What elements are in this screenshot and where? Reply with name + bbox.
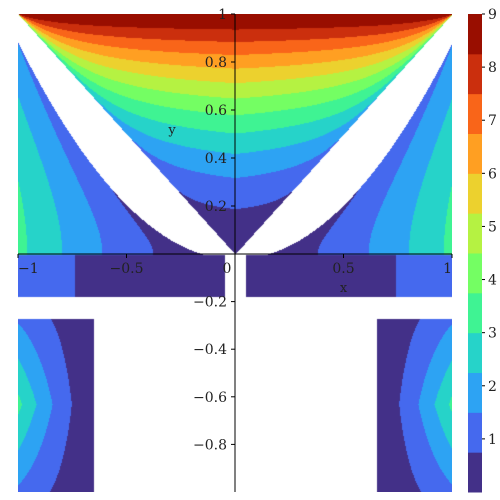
x-tick-label: 1 bbox=[443, 261, 452, 277]
colorbar-tick-label: 2 bbox=[488, 379, 497, 395]
colorbar-band bbox=[468, 452, 482, 493]
y-tick-label: 0.8 bbox=[205, 55, 227, 71]
x-axis-title: x bbox=[340, 281, 348, 296]
colorbar-band bbox=[468, 133, 482, 174]
colorbar-band bbox=[468, 213, 482, 254]
colorbar-tick-label: 7 bbox=[488, 113, 497, 129]
colorbar-band bbox=[468, 292, 482, 334]
colorbar-band bbox=[468, 14, 482, 55]
x-tick-label: −1 bbox=[18, 261, 39, 277]
colorbar-band bbox=[468, 53, 482, 95]
colorbar-band bbox=[468, 372, 482, 413]
x-tick-label: 0.5 bbox=[332, 261, 354, 277]
colorbar-tick-label: 8 bbox=[488, 60, 497, 76]
y-axis-title: y bbox=[167, 123, 176, 138]
colorbar-tick-label: 5 bbox=[488, 219, 497, 235]
colorbar-band bbox=[468, 253, 482, 294]
x-tick-label: 0 bbox=[223, 261, 232, 277]
y-tick-label: 0.6 bbox=[205, 103, 227, 119]
colorbar-tick-label: 3 bbox=[488, 326, 497, 342]
colorbar-tick-label: 4 bbox=[488, 273, 497, 289]
axes: −1 −0.5 0 0.5 1 −0.8 −0.6 −0.4 −0.2 0.2 0.4 0.6 0.8 1… bbox=[17, 7, 453, 492]
y-tick-label: 0.4 bbox=[205, 151, 227, 167]
y-tick-label: −0.2 bbox=[193, 295, 227, 311]
colorbar-tick-label: 6 bbox=[488, 166, 497, 182]
colorbar: 1 2 3 4 5 6 7 8 9 bbox=[468, 7, 497, 493]
x-tick-label: −0.5 bbox=[110, 261, 144, 277]
y-tick-label: −0.4 bbox=[193, 342, 227, 358]
colorbar-tick-label: 1 bbox=[488, 432, 497, 448]
colorbar-band bbox=[468, 93, 482, 134]
colorbar-tick-label: 9 bbox=[488, 7, 497, 23]
y-tick-label: −0.8 bbox=[193, 437, 227, 453]
y-tick-label: −0.6 bbox=[193, 390, 227, 406]
colorbar-band bbox=[468, 332, 482, 373]
y-tick-label: 0.2 bbox=[205, 199, 227, 215]
colorbar-band bbox=[468, 173, 482, 214]
colorbar-band bbox=[468, 412, 482, 453]
y-tick-label: 1 bbox=[218, 7, 227, 23]
